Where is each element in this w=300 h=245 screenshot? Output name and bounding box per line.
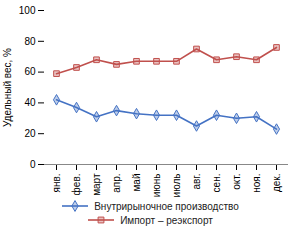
svg-text:ноя.: ноя. bbox=[251, 174, 262, 193]
svg-text:май: май bbox=[131, 174, 142, 192]
svg-text:Удельный вес, %: Удельный вес, % bbox=[2, 48, 13, 127]
svg-text:янв.: янв. bbox=[51, 174, 62, 193]
svg-text:фев.: фев. bbox=[71, 174, 82, 196]
svg-text:80: 80 bbox=[24, 36, 36, 47]
svg-text:окт.: окт. bbox=[231, 174, 242, 190]
svg-text:июль: июль bbox=[171, 174, 182, 198]
svg-text:апр.: апр. bbox=[111, 174, 122, 193]
svg-text:20: 20 bbox=[24, 128, 36, 139]
svg-text:дек.: дек. bbox=[271, 174, 282, 193]
svg-text:сен.: сен. bbox=[211, 174, 222, 193]
svg-text:авг.: авг. bbox=[191, 174, 202, 190]
svg-text:100: 100 bbox=[19, 5, 36, 16]
svg-text:июнь: июнь bbox=[151, 174, 162, 198]
svg-text:0: 0 bbox=[30, 159, 36, 170]
svg-text:60: 60 bbox=[24, 66, 36, 77]
html-text:Внутрирыночное производство: Внутрирыночное производство bbox=[94, 200, 239, 212]
svg-text:40: 40 bbox=[24, 97, 36, 108]
html-text:Импорт – реэкспорт: Импорт – реэкспорт bbox=[120, 214, 213, 226]
svg-text:март: март bbox=[91, 173, 102, 196]
